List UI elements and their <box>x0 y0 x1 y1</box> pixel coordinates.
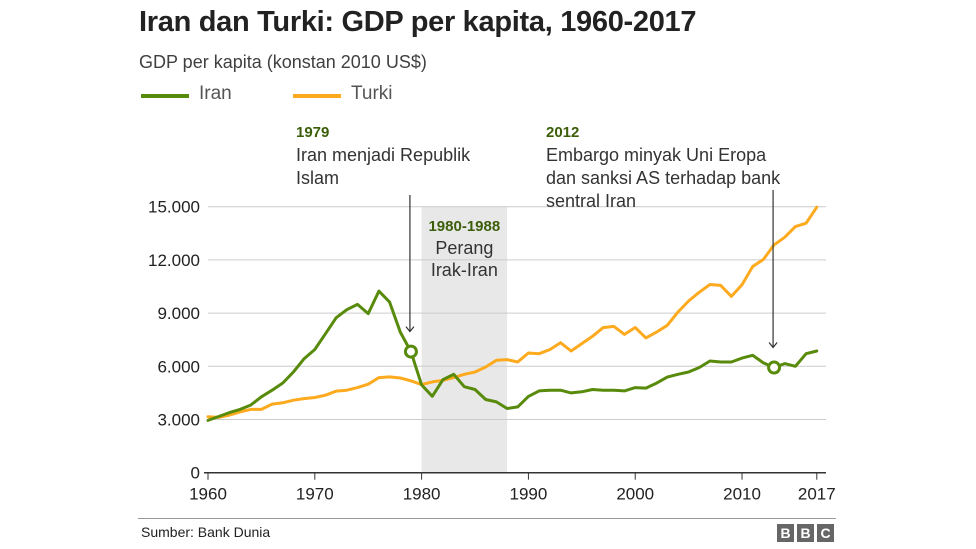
bbc-logo-letter: C <box>817 524 834 542</box>
chart-subtitle: GDP per kapita (konstan 2010 US$) <box>139 52 427 72</box>
legend-swatch-turki <box>293 94 341 98</box>
shaded-region-war <box>421 206 508 473</box>
bbc-logo-letter: B <box>777 524 794 542</box>
annotation-text: Islam <box>296 168 339 188</box>
war-period-text: Irak-Iran <box>431 260 498 280</box>
legend-swatch-iran <box>141 94 189 98</box>
legend-label-turki: Turki <box>351 83 393 104</box>
annotation-arrowhead <box>405 326 415 333</box>
bbc-logo-letter: B <box>797 524 814 542</box>
y-tick-label: 15.000 <box>148 198 200 217</box>
x-tick-label: 1970 <box>296 485 334 504</box>
y-tick-label: 6.000 <box>157 357 200 376</box>
chart-title: Iran dan Turki: GDP per kapita, 1960-201… <box>139 6 697 38</box>
y-tick-label: 9.000 <box>157 304 200 323</box>
y-tick-label: 0 <box>191 464 200 483</box>
series-line-turki <box>206 205 819 419</box>
annotation-arrowhead <box>768 342 778 349</box>
annotation-year: 2012 <box>546 124 579 141</box>
series-line-iran <box>206 289 819 422</box>
war-period-text: Perang <box>435 238 493 258</box>
y-tick-label: 3.000 <box>157 411 200 430</box>
x-tick-label: 1990 <box>510 485 548 504</box>
annotation-marker <box>767 360 782 375</box>
annotation-text: Embargo minyak Uni Eropa <box>546 145 767 165</box>
annotation-text: sentral Iran <box>546 191 636 211</box>
x-tick-label: 1960 <box>189 485 227 504</box>
x-tick-label: 2010 <box>723 485 761 504</box>
source-note: Sumber: Bank Dunia <box>141 524 271 540</box>
war-period-label: 1980-1988 <box>428 218 500 235</box>
annotation-text: Iran menjadi Republik <box>296 145 471 165</box>
x-tick-label: 1980 <box>403 485 441 504</box>
legend-label-iran: Iran <box>199 83 232 104</box>
x-tick-label: 2017 <box>798 485 836 504</box>
y-tick-label: 12.000 <box>148 251 200 270</box>
annotation-marker <box>403 344 418 359</box>
footer-divider <box>138 518 836 519</box>
annotation-text: dan sanksi AS terhadap bank <box>546 168 781 188</box>
annotation-year: 1979 <box>296 124 329 141</box>
x-tick-label: 2000 <box>616 485 654 504</box>
